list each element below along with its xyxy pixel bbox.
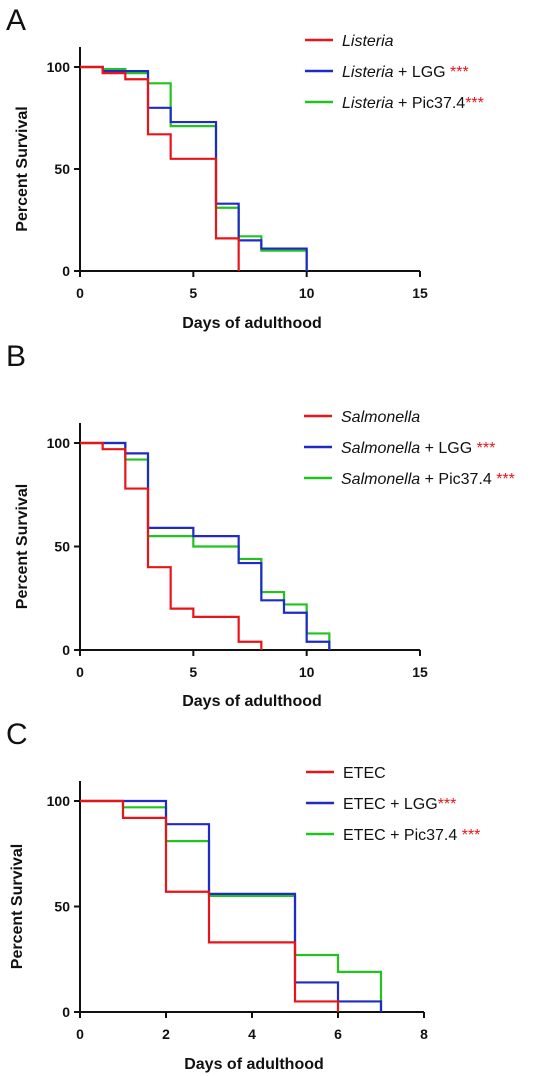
x-axis-title: Days of adulthood [182,315,322,332]
panel-c: C 0 50 100 0 2 4 6 8 Days of adulthood Percent Sur… [6,718,480,1073]
y-axis-title: Percent Survival [14,106,31,231]
legend-label: + Pic37.4 [394,95,466,112]
legend-significance: *** [438,796,457,813]
legend-entry: ETEC [343,765,386,782]
legend-entry: Salmonella + Pic37.4 *** [341,471,515,488]
panel-a: A 0 50 100 0 5 10 15 Days of adulthood Percent Su… [6,4,484,332]
legend-organism: Listeria [342,33,394,50]
legend-label: + LGG [420,440,476,457]
panel-letter: C [6,718,28,751]
legend-entry: ETEC + LGG*** [343,796,456,813]
legend-label: + Pic37.4 [420,471,496,488]
series-line-listeria-lgg [80,65,308,271]
series-line-etec [80,799,340,1012]
x-tick-label: 2 [162,1026,170,1042]
x-tick-label: 10 [299,664,315,680]
legend-significance: *** [496,471,515,488]
legend-entry: Listeria + Pic37.4*** [342,95,484,112]
x-tick-label: 15 [412,285,428,301]
legend-significance: *** [462,827,481,844]
legend-label: ETEC + LGG [343,796,438,813]
series-line-etec-pic37-4 [80,799,383,1012]
x-tick-label: 0 [76,664,84,680]
y-tick-label: 100 [47,435,71,451]
legend-label: ETEC + Pic37.4 [343,827,462,844]
y-tick-label: 100 [47,793,71,809]
y-tick-label: 50 [54,899,70,915]
y-tick-label: 50 [54,161,70,177]
legend-organism: Salmonella [341,471,420,488]
x-axis-title: Days of adulthood [182,693,322,710]
series-line-salmonella-lgg [80,441,331,650]
panel-letter: A [6,4,26,37]
series-line-salmonella [80,441,263,650]
legend-entry: Listeria [342,33,394,50]
legend-organism: Listeria [342,64,394,81]
series-line-etec-lgg [80,799,383,1012]
x-axis-title: Days of adulthood [184,1056,324,1073]
y-axis-title: Percent Survival [9,844,26,969]
x-tick-label: 5 [189,285,197,301]
legend-label: ETEC [343,765,386,782]
x-tick-label: 0 [76,1026,84,1042]
legend-entry: Salmonella [341,409,420,426]
legend-significance: *** [465,95,484,112]
x-tick-label: 6 [334,1026,342,1042]
legend-entry: ETEC + Pic37.4 *** [343,827,480,844]
y-tick-label: 50 [54,539,70,555]
legend-entry: Salmonella + LGG *** [341,440,495,457]
y-tick-label: 0 [62,1004,70,1020]
legend-label: + LGG [394,64,450,81]
legend-entry: Listeria + LGG *** [342,64,469,81]
series-line-listeria [80,65,240,271]
legend-organism: Salmonella [341,440,420,457]
x-tick-label: 8 [420,1026,428,1042]
series-line-salmonella-pic37-4 [80,441,331,650]
series-line-listeria-pic37-4 [80,65,308,271]
x-tick-label: 15 [412,664,428,680]
x-tick-label: 4 [248,1026,256,1042]
y-tick-label: 100 [47,59,71,75]
x-tick-label: 5 [189,664,197,680]
legend-significance: *** [450,64,469,81]
y-tick-label: 0 [62,642,70,658]
legend-organism: Listeria [342,95,394,112]
y-tick-label: 0 [62,263,70,279]
panel-letter: B [6,340,26,373]
legend-organism: Salmonella [341,409,420,426]
y-axis-title: Percent Survival [14,484,31,609]
legend-significance: *** [477,440,496,457]
panel-b: B 0 50 100 0 5 10 15 Days of adulthood Percent Su… [6,340,515,710]
x-tick-label: 0 [76,285,84,301]
x-tick-label: 10 [299,285,315,301]
